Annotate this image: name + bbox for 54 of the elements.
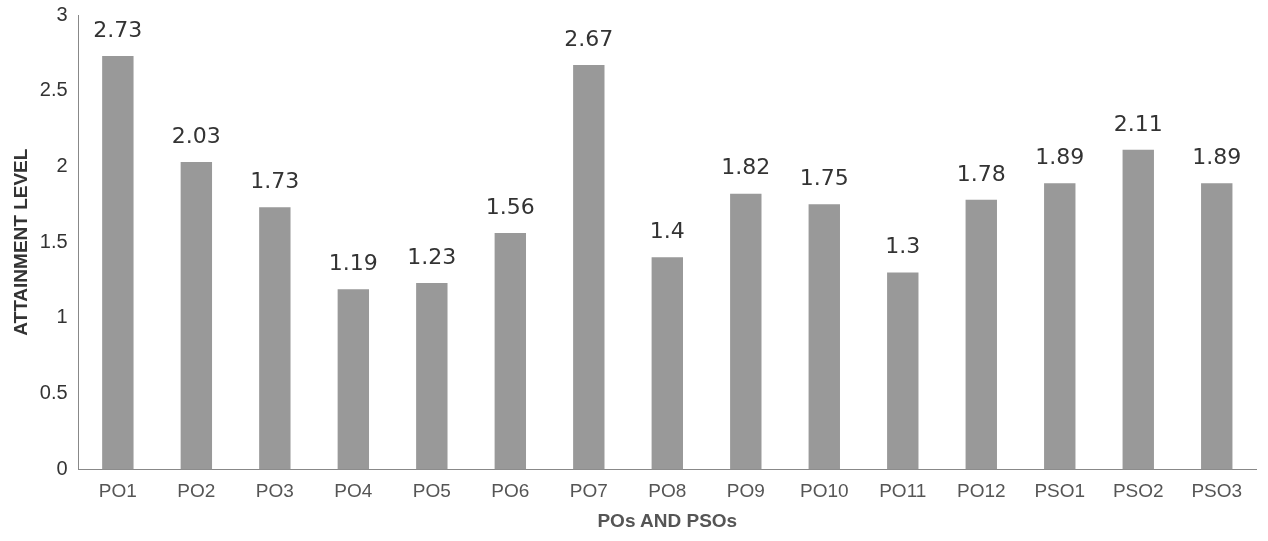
- bar: [337, 289, 370, 470]
- bar: [730, 193, 762, 470]
- x-tick-label: PO5: [412, 480, 451, 502]
- data-label: 1.89: [1035, 143, 1085, 169]
- x-tick-label: PO8: [648, 480, 687, 502]
- y-tick-label: 1: [56, 305, 68, 328]
- bar: [965, 199, 997, 470]
- y-axis-title: ATTAINMENT LEVEL: [9, 148, 31, 336]
- bar: [494, 233, 527, 470]
- x-tick-label: PO12: [956, 480, 1006, 502]
- y-tick-label: 2.5: [39, 78, 68, 101]
- bar: [1201, 183, 1233, 470]
- bar: [102, 55, 134, 470]
- bar: [808, 204, 840, 470]
- y-tick-label: 2: [56, 153, 68, 176]
- bar: [573, 64, 605, 470]
- x-tick-label: PO2: [177, 480, 216, 502]
- x-axis-title: POs AND PSOs: [597, 509, 738, 531]
- bar: [416, 283, 448, 470]
- data-label: 1.19: [328, 249, 378, 275]
- x-tick-label: PO6: [491, 480, 530, 502]
- data-label: 2.03: [171, 122, 221, 148]
- bar: [1122, 149, 1154, 470]
- x-tick-label: PSO1: [1034, 480, 1086, 502]
- data-label: 1.82: [721, 154, 771, 180]
- bar: [651, 257, 683, 470]
- x-tick-label: PO11: [879, 480, 927, 502]
- data-label: 1.89: [1192, 143, 1242, 169]
- x-tick-label: PO7: [569, 480, 608, 502]
- data-label: 1.3: [885, 233, 921, 259]
- x-tick-label: PSO2: [1112, 480, 1164, 502]
- data-label: 1.4: [649, 218, 685, 244]
- y-tick-label: 0.5: [39, 381, 68, 404]
- data-label: 1.73: [250, 168, 300, 194]
- x-tick-label: PO3: [255, 480, 294, 502]
- x-tick-label: PO9: [726, 480, 765, 502]
- bar: [259, 207, 291, 470]
- y-tick-label: 1.5: [39, 229, 68, 252]
- y-tick-label: 0: [56, 456, 68, 479]
- data-label: 1.75: [799, 165, 849, 191]
- x-tick-label: PO10: [799, 480, 849, 502]
- x-tick-label: PO1: [98, 480, 137, 502]
- x-tick-label: PSO3: [1191, 480, 1243, 502]
- data-label: 1.23: [407, 243, 457, 269]
- data-label: 2.11: [1113, 110, 1163, 136]
- bar: [180, 161, 213, 470]
- data-label: 2.73: [93, 16, 143, 42]
- data-label: 2.67: [564, 25, 614, 51]
- data-label: 1.78: [956, 160, 1006, 186]
- data-label: 1.56: [485, 193, 535, 219]
- x-tick-label: PO4: [334, 480, 373, 502]
- bar: [887, 272, 919, 470]
- y-tick-label: 3: [56, 2, 68, 25]
- bar: [1044, 183, 1076, 470]
